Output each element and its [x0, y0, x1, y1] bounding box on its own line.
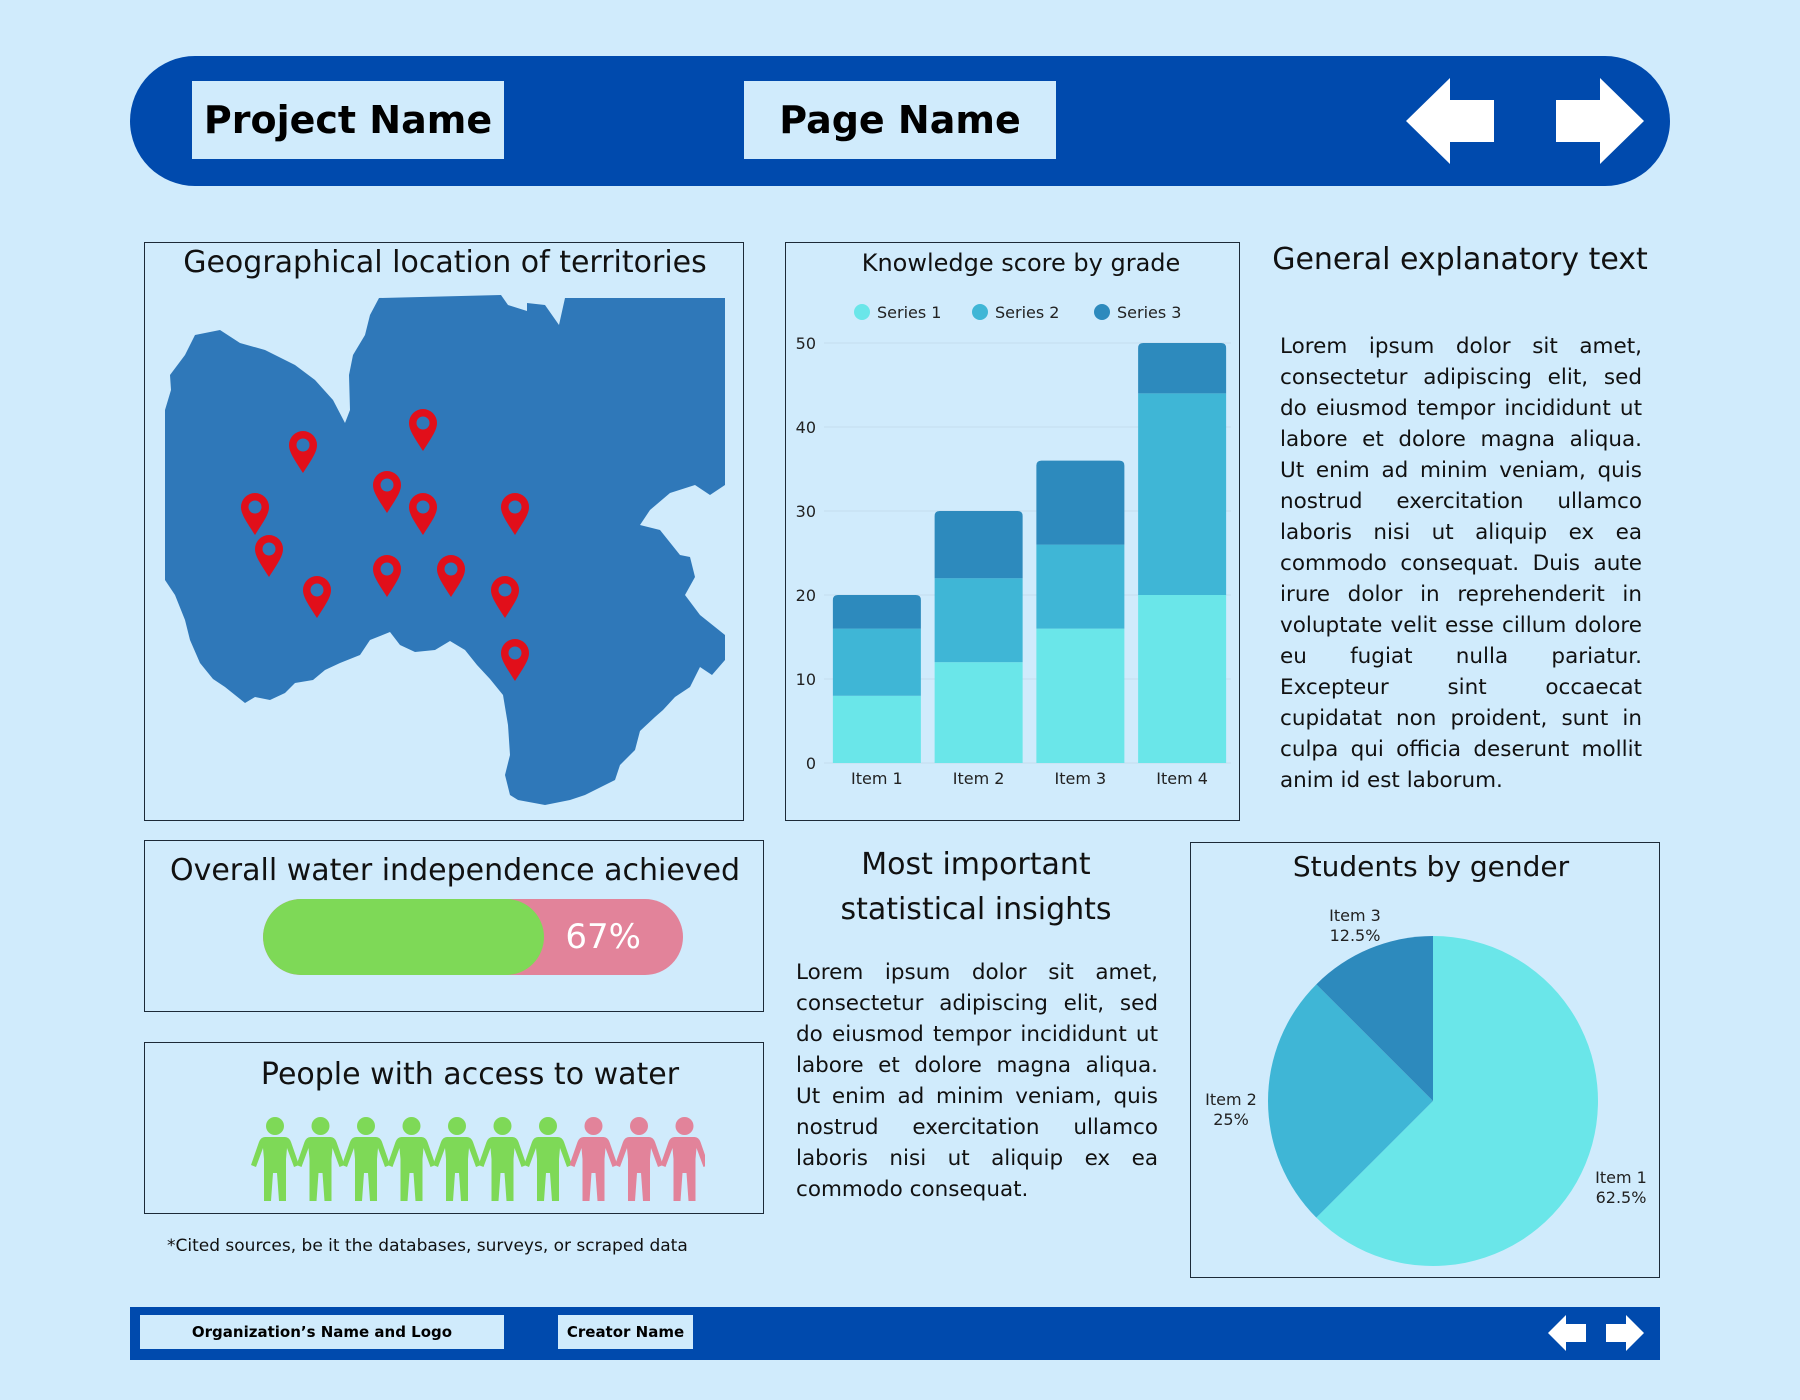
footer-back-arrow-icon[interactable] — [1548, 1315, 1586, 1351]
person-with-access-icon — [433, 1117, 481, 1201]
map-pin-icon — [373, 555, 401, 597]
bar-segment — [832, 628, 921, 696]
bar-segment — [1036, 628, 1125, 763]
map-pin-icon — [303, 576, 331, 618]
bar-chart-title: Knowledge score by grade — [862, 249, 1181, 277]
x-tick-label: Item 2 — [953, 769, 1005, 788]
bar-segment — [1138, 343, 1227, 394]
insights-title-line1: Most important — [861, 847, 1091, 882]
person-without-access-icon — [660, 1117, 705, 1201]
pie-slice-percent: 62.5% — [1596, 1188, 1647, 1207]
map-pin-icon — [241, 493, 269, 535]
map-pin-icon — [409, 493, 437, 535]
legend-swatch — [972, 304, 988, 320]
x-tick-label: Item 4 — [1156, 769, 1208, 788]
map-pin-icon — [373, 471, 401, 513]
map-pin-icon — [501, 493, 529, 535]
person-with-access-icon — [524, 1117, 572, 1201]
y-tick-label: 30 — [796, 502, 816, 521]
pie-slice-label: Item 3 — [1329, 906, 1381, 925]
pie-slice — [1316, 936, 1598, 1266]
person-with-access-icon — [387, 1117, 436, 1201]
map-pin-icon — [501, 639, 529, 681]
progress-percent-label: 67% — [565, 917, 641, 957]
person-with-access-icon — [478, 1117, 527, 1201]
y-tick-label: 0 — [806, 754, 816, 773]
pie-slice-percent: 25% — [1213, 1110, 1249, 1129]
footer-bar: Organization’s Name and Logo Creator Nam… — [130, 1307, 1660, 1360]
bar-segment — [1138, 393, 1227, 595]
insights-text: Lorem ipsum dolor sit amet, consectetur … — [796, 960, 1158, 1202]
legend-swatch — [854, 304, 870, 320]
people-icon-row — [251, 1117, 705, 1201]
bar-chart-bars — [832, 343, 1227, 763]
progress-fill — [263, 899, 545, 975]
legend-swatch — [1094, 304, 1110, 320]
explanatory-text: Lorem ipsum dolor sit amet, consectetur … — [1280, 334, 1642, 793]
bar-chart-legend: Series 1 Series 2 Series 3 — [854, 303, 1181, 322]
territory-map — [165, 295, 725, 805]
bar-chart-panel: Knowledge score by grade Series 1 Series … — [785, 242, 1240, 821]
map-pin-icon — [437, 555, 465, 597]
bar-segment — [934, 662, 1023, 763]
pie-chart-panel: Students by gender Item 1 62.5% Item 2 25% I… — [1190, 842, 1660, 1278]
map-pin-icon — [491, 576, 519, 618]
y-tick-label: 40 — [796, 418, 816, 437]
person-without-access-icon — [569, 1117, 618, 1201]
person-with-access-icon — [296, 1117, 345, 1201]
pie-slice-label: Item 2 — [1205, 1090, 1257, 1109]
y-tick-label: 10 — [796, 670, 816, 689]
person-with-access-icon — [251, 1117, 299, 1201]
bar-segment — [934, 578, 1023, 663]
creator-name-label: Creator Name — [558, 1315, 693, 1349]
y-tick-label: 50 — [796, 334, 816, 353]
legend-label: Series 3 — [1117, 303, 1181, 322]
water-independence-title: Overall water independence achieved — [169, 853, 741, 888]
pie-chart: Item 162.5% Item 225% Item 312.5% — [1205, 906, 1647, 1266]
map-pin-icon — [409, 409, 437, 451]
bar-segment — [1138, 595, 1227, 763]
y-tick-label: 20 — [796, 586, 816, 605]
stacked-bar-chart: Knowledge score by grade Series 1 Series … — [796, 249, 1231, 788]
pie-slice — [1316, 936, 1433, 1101]
back-arrow-icon[interactable] — [1406, 76, 1496, 166]
water-independence-progress: 67% — [263, 899, 683, 975]
territory-land — [165, 295, 725, 805]
project-name-label: Project Name — [192, 81, 504, 159]
forward-arrow-icon[interactable] — [1554, 76, 1644, 166]
bar-segment — [1036, 544, 1125, 629]
legend-label: Series 2 — [995, 303, 1059, 322]
x-tick-label: Item 1 — [851, 769, 903, 788]
water-access-panel: People with access to water — [144, 1042, 764, 1214]
footer-forward-arrow-icon[interactable] — [1606, 1315, 1644, 1351]
sources-note: *Cited sources, be it the databases, sur… — [167, 1236, 688, 1256]
map-title: Geographical location of territories — [183, 245, 707, 280]
pie-slice-label: Item 1 — [1595, 1168, 1647, 1187]
page-name-label: Page Name — [744, 81, 1056, 159]
explanatory-title: General explanatory text — [1272, 242, 1648, 277]
bar-segment — [832, 595, 921, 629]
bar-segment — [934, 511, 1023, 579]
x-tick-label: Item 3 — [1055, 769, 1107, 788]
map-panel: Geographical location of territories — [144, 242, 744, 821]
map-pin-icon — [289, 431, 317, 473]
insights-title-line2: statistical insights — [840, 892, 1112, 927]
legend-label: Series 1 — [877, 303, 941, 322]
bar-chart-x-labels: Item 1 Item 2 Item 3 Item 4 — [851, 769, 1208, 788]
water-independence-panel: Overall water independence achieved 67% — [144, 840, 764, 1012]
top-bar: Project Name Page Name — [130, 56, 1670, 186]
person-with-access-icon — [342, 1117, 390, 1201]
organization-name-label: Organization’s Name and Logo — [140, 1315, 504, 1349]
map-pin-icon — [255, 535, 283, 577]
bar-segment — [832, 695, 921, 763]
person-without-access-icon — [615, 1117, 663, 1201]
pie-slices — [1268, 936, 1598, 1266]
water-access-title: People with access to water — [260, 1057, 680, 1092]
pie-slice — [1268, 984, 1433, 1218]
pie-labels: Item 162.5% Item 225% Item 312.5% — [1205, 906, 1647, 1207]
bar-segment — [1036, 460, 1125, 545]
pie-slice-percent: 12.5% — [1330, 926, 1381, 945]
pie-chart-title: Students by gender — [1292, 850, 1570, 883]
